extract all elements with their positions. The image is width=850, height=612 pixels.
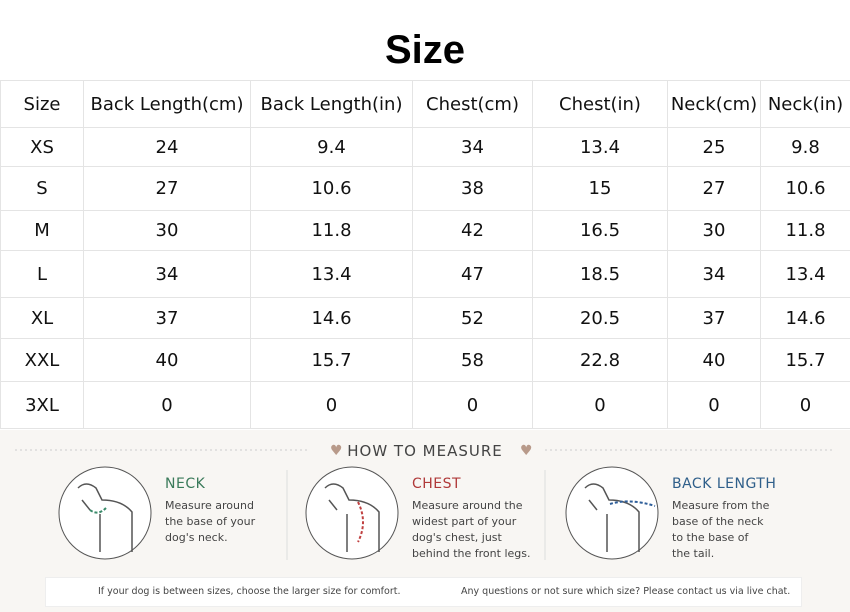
cell: 34 — [667, 250, 761, 298]
cell: XS — [0, 127, 84, 167]
cell: 27 — [83, 166, 251, 211]
cell: 16.5 — [532, 210, 668, 251]
cell: 34 — [83, 250, 251, 298]
measure-guide: ♥ ♥ ♥ HOW TO MEASURE If your dog is betw… — [0, 430, 850, 612]
cell: S — [0, 166, 84, 211]
measure-title: CHEST — [412, 476, 462, 492]
measure-text: dog's chest, just — [412, 531, 502, 544]
table-row: 3XL 0 0 0 0 0 0 — [0, 381, 850, 429]
cell: 34 — [412, 127, 533, 167]
cell: 0 — [667, 381, 761, 429]
title: Size — [384, 28, 466, 72]
cell: 11.8 — [760, 210, 850, 251]
cell: 11.8 — [250, 210, 413, 251]
cell: 47 — [412, 250, 533, 298]
column-header: Chest(in) — [532, 80, 668, 128]
cell: 3XL — [0, 381, 84, 429]
table-row: XXL 40 15.7 58 22.8 40 15.7 — [0, 338, 850, 382]
measure-text: Measure around the — [412, 499, 523, 512]
cell: 0 — [760, 381, 850, 429]
column-header: Size — [0, 80, 84, 128]
cell: 9.8 — [760, 127, 850, 167]
cell: 0 — [532, 381, 668, 429]
cell: 18.5 — [532, 250, 668, 298]
column-header: Back Length(in) — [250, 80, 413, 128]
column-header: Neck(cm) — [667, 80, 761, 128]
cell: 9.4 — [250, 127, 413, 167]
cell: 52 — [412, 297, 533, 339]
measure-text: Measure around — [165, 499, 254, 512]
cell: 0 — [412, 381, 533, 429]
header-row: Size Back Length(cm) Back Length(in) Chest(… — [0, 80, 850, 128]
column-header: Neck(in) — [760, 80, 850, 128]
cell: 30 — [83, 210, 251, 251]
measure-text: Measure from the — [672, 499, 770, 512]
measure-item: NECK Measure around the base of your dog's … — [65, 470, 315, 595]
measure-text: the base of your — [165, 515, 256, 528]
cell: M — [0, 210, 84, 251]
table-row: M 30 11.8 42 16.5 30 11.8 — [0, 210, 850, 251]
table-row: XL 37 14.6 52 20.5 37 14.6 — [0, 297, 850, 339]
note: Any questions or not sure which size? Pl… — [461, 586, 791, 597]
measure-title: BACK LENGTH — [672, 476, 777, 492]
cell: 15 — [532, 166, 668, 211]
svg-text:♥: ♥ — [520, 443, 533, 459]
cell: 40 — [83, 338, 251, 382]
footer-bar: If your dog is between sizes, choose the… — [45, 577, 802, 607]
measure-text: the tail. — [672, 547, 715, 560]
measure-text: behind the front legs. — [412, 547, 531, 560]
cell: 24 — [83, 127, 251, 167]
cell: 13.4 — [250, 250, 413, 298]
column-header: Back Length(cm) — [83, 80, 251, 128]
cell: 38 — [412, 166, 533, 211]
cell: 13.4 — [532, 127, 668, 167]
size-table: Size Back Length(cm) Back Length(in) Chest(… — [0, 80, 850, 429]
cell: 15.7 — [250, 338, 413, 382]
cell: L — [0, 250, 84, 298]
cell: 10.6 — [250, 166, 413, 211]
measure-title: NECK — [165, 476, 206, 492]
cell: 14.6 — [250, 297, 413, 339]
cell: 37 — [83, 297, 251, 339]
guide-title: HOW TO MEASURE — [347, 442, 503, 460]
measure-text: to the base of — [672, 531, 749, 544]
cell: 30 — [667, 210, 761, 251]
cell: 58 — [412, 338, 533, 382]
cell: 13.4 — [760, 250, 850, 298]
cell: 20.5 — [532, 297, 668, 339]
column-header: Chest(cm) — [412, 80, 533, 128]
cell: 10.6 — [760, 166, 850, 211]
cell: XL — [0, 297, 84, 339]
cell: 15.7 — [760, 338, 850, 382]
measure-text: base of the neck — [672, 515, 764, 528]
cell: 25 — [667, 127, 761, 167]
cell: 27 — [667, 166, 761, 211]
cell: 37 — [667, 297, 761, 339]
measure-text: dog's neck. — [165, 531, 228, 544]
svg-text:♥: ♥ — [330, 443, 343, 459]
cell: 22.8 — [532, 338, 668, 382]
cell: 14.6 — [760, 297, 850, 339]
cell: 40 — [667, 338, 761, 382]
measure-text: widest part of your — [412, 515, 517, 528]
table-row: XS 24 9.4 34 13.4 25 9.8 — [0, 127, 850, 167]
measure-item: BACK LENGTH Measure from the base of the n… — [572, 470, 822, 595]
cell: 42 — [412, 210, 533, 251]
note: If your dog is between sizes, choose the… — [98, 586, 401, 597]
cell: 0 — [250, 381, 413, 429]
guide-decor: ♥ ♥ ♥ — [15, 443, 835, 601]
measure-item: CHEST Measure around the widest part of yo… — [312, 470, 562, 595]
table-row: S 27 10.6 38 15 27 10.6 — [0, 166, 850, 211]
cell: 0 — [83, 381, 251, 429]
cell: XXL — [0, 338, 84, 382]
table-row: L 34 13.4 47 18.5 34 13.4 — [0, 250, 850, 298]
